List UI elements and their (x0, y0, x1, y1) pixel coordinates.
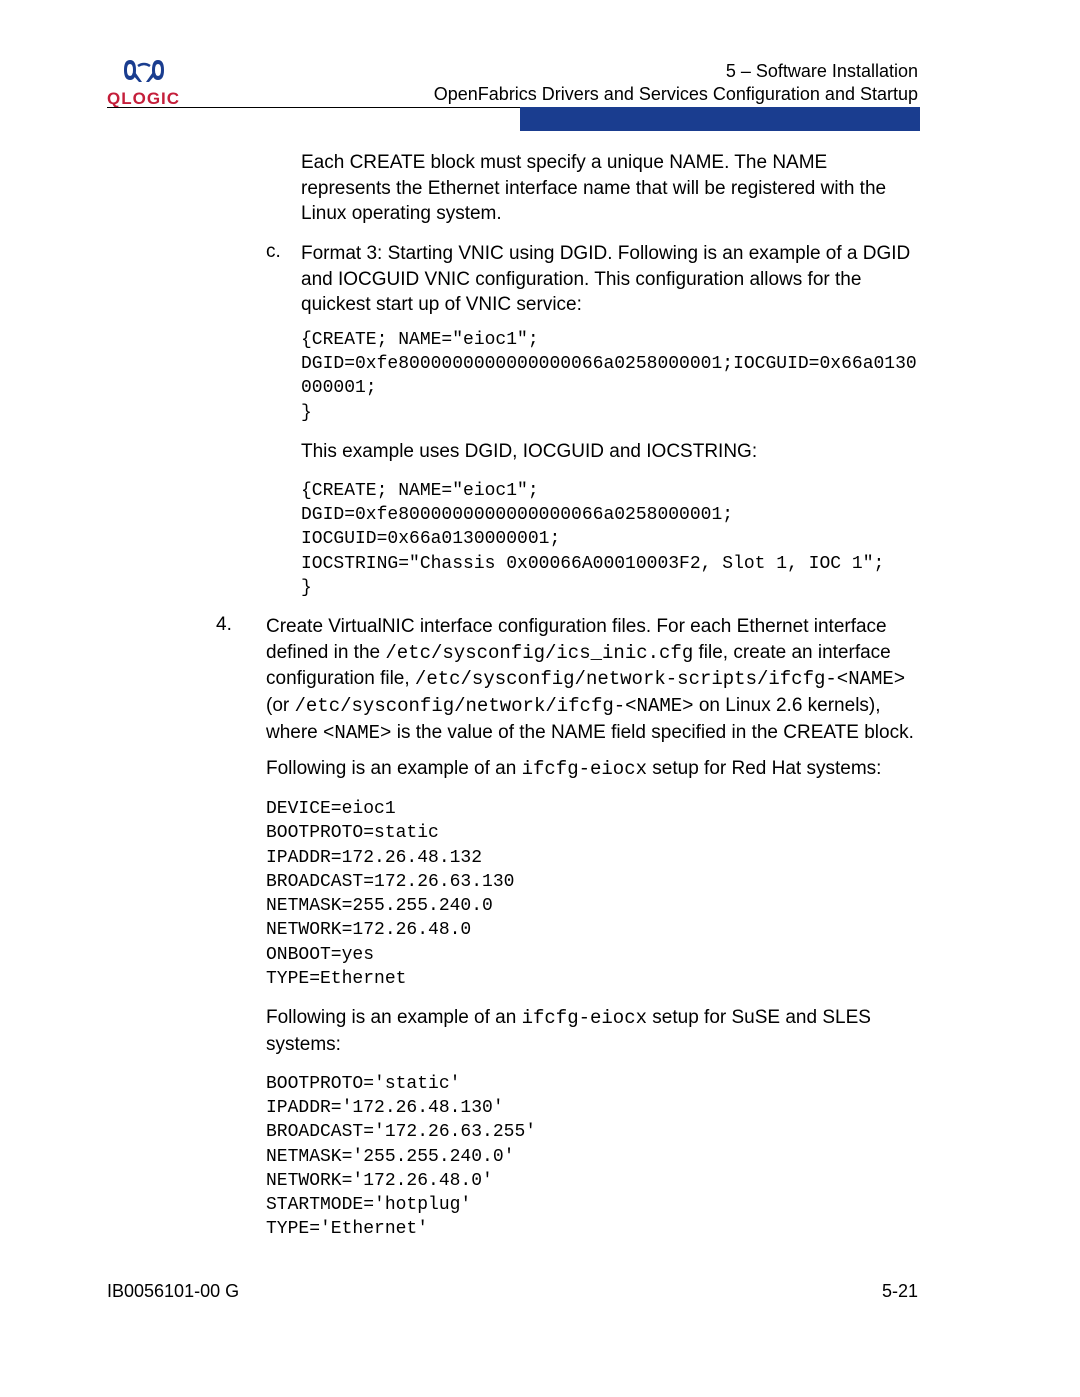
code-inline: /etc/sysconfig/ics_inic.cfg (385, 642, 693, 664)
header-titles: 5 – Software Installation OpenFabrics Dr… (434, 60, 918, 107)
header-blue-bar (520, 107, 920, 131)
qlogic-logo: QLOGIC (107, 58, 180, 109)
item-marker: 4. (216, 614, 266, 746)
code-inline: <NAME> (323, 722, 391, 744)
page-footer: IB0056101-00 G 5-21 (107, 1281, 918, 1302)
text-run: setup for Red Hat systems: (647, 758, 881, 779)
section-title: OpenFabrics Drivers and Services Configu… (434, 83, 918, 106)
section-number: 5 – Software Installation (434, 60, 918, 83)
list-item-4: 4. Create VirtualNIC interface configura… (216, 614, 918, 746)
item-text: Format 3: Starting VNIC using DGID. Foll… (301, 241, 918, 318)
page-content: Each CREATE block must specify a unique … (216, 150, 918, 1256)
logo-symbol (107, 58, 180, 87)
logo-text: QLOGIC (107, 89, 180, 109)
paragraph-redhat: Following is an example of an ifcfg-eioc… (266, 756, 918, 783)
text-run: Following is an example of an (266, 758, 522, 779)
code-block-4: BOOTPROTO='static' IPADDR='172.26.48.130… (266, 1072, 918, 1242)
list-item-c: c. Format 3: Starting VNIC using DGID. F… (266, 241, 918, 318)
code-inline: /etc/sysconfig/network/ifcfg-<NAME> (295, 695, 694, 717)
text-run: (or (266, 695, 295, 716)
code-block-2: {CREATE; NAME="eioc1"; DGID=0xfe80000000… (301, 479, 918, 600)
paragraph-suse: Following is an example of an ifcfg-eioc… (266, 1005, 918, 1057)
code-inline: /etc/sysconfig/network-scripts/ifcfg-<NA… (415, 668, 905, 690)
item-marker: c. (266, 241, 301, 318)
code-inline: ifcfg-eiocx (522, 758, 647, 780)
paragraph-intro: Each CREATE block must specify a unique … (301, 150, 918, 227)
code-block-3: DEVICE=eioc1 BOOTPROTO=static IPADDR=172… (266, 797, 918, 991)
paragraph-mid: This example uses DGID, IOCGUID and IOCS… (301, 439, 918, 465)
page-number: 5-21 (882, 1281, 918, 1302)
item-text: Create VirtualNIC interface configuratio… (266, 614, 918, 746)
code-inline: ifcfg-eiocx (522, 1007, 647, 1029)
doc-id: IB0056101-00 G (107, 1281, 239, 1302)
text-run: Following is an example of an (266, 1007, 522, 1028)
code-block-1: {CREATE; NAME="eioc1"; DGID=0xfe80000000… (301, 328, 918, 425)
text-run: is the value of the NAME field specified… (391, 722, 913, 743)
